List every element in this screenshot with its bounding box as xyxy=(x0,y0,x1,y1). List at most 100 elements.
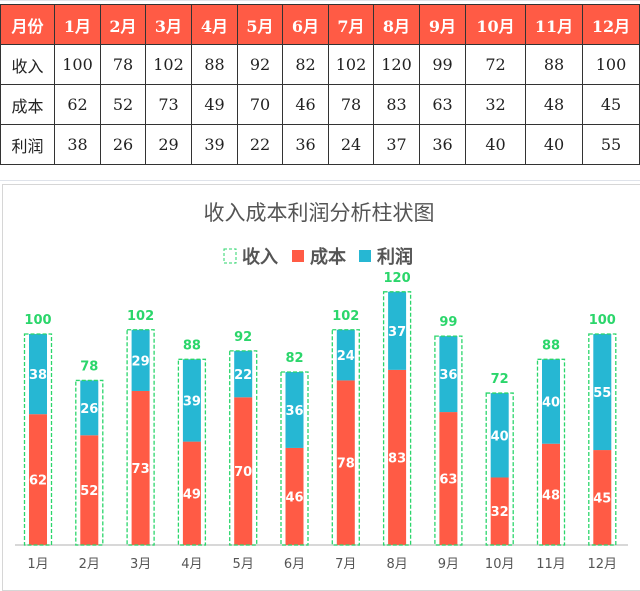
table-cell[interactable]: 63 xyxy=(419,84,466,125)
bar-revenue[interactable] xyxy=(75,379,104,546)
bar-revenue[interactable] xyxy=(382,291,412,546)
table-cell[interactable]: 37 xyxy=(373,124,420,165)
bar-revenue[interactable] xyxy=(331,329,360,546)
bar-cost[interactable] xyxy=(439,412,458,545)
bar-profit[interactable] xyxy=(439,336,458,413)
bar-cost[interactable] xyxy=(285,447,304,545)
data-label-profit: 39 xyxy=(183,394,201,409)
x-tick-label: 6月 xyxy=(284,557,305,572)
bar-profit[interactable] xyxy=(542,359,560,444)
table-cell[interactable]: 102 xyxy=(328,44,374,85)
table-cell[interactable]: 40 xyxy=(525,124,583,165)
table-cell[interactable]: 100 xyxy=(582,44,640,85)
header-cell-month[interactable]: 月份 xyxy=(0,4,55,45)
bar-cost[interactable] xyxy=(336,380,355,545)
bar-cost[interactable] xyxy=(131,390,150,545)
bar-revenue[interactable] xyxy=(177,358,207,546)
row-label[interactable]: 收入 xyxy=(0,44,55,85)
data-label-revenue: 100 xyxy=(589,313,616,328)
table-cell[interactable]: 92 xyxy=(237,44,283,85)
table-cell[interactable]: 40 xyxy=(465,124,526,165)
table-cell[interactable]: 48 xyxy=(525,84,583,125)
bar-cost[interactable] xyxy=(490,477,509,545)
bar-profit[interactable] xyxy=(490,393,509,478)
bar-cost[interactable] xyxy=(80,435,99,545)
table-cell[interactable]: 45 xyxy=(582,84,640,125)
bar-profit[interactable] xyxy=(336,329,355,381)
table-cell[interactable]: 38 xyxy=(54,124,101,165)
bar-revenue[interactable] xyxy=(434,335,463,546)
row-label[interactable]: 成本 xyxy=(0,84,55,125)
table-cell[interactable]: 83 xyxy=(373,84,420,125)
data-label-profit: 40 xyxy=(491,429,509,444)
bar-revenue[interactable] xyxy=(588,333,617,546)
table-cell[interactable]: 62 xyxy=(54,84,101,125)
data-label-profit: 38 xyxy=(29,368,47,383)
bar-cost[interactable] xyxy=(388,369,407,545)
data-label-profit: 55 xyxy=(593,386,611,401)
table-cell[interactable]: 99 xyxy=(419,44,466,85)
table-cell[interactable]: 78 xyxy=(328,84,374,125)
bar-cost[interactable] xyxy=(593,450,612,545)
chart-title: 收入成本利润分析柱状图 xyxy=(204,201,435,225)
table-cell[interactable]: 36 xyxy=(282,124,329,165)
table-cell[interactable]: 55 xyxy=(582,124,640,165)
header-cell-5[interactable]: 5月 xyxy=(237,4,283,45)
table-cell[interactable]: 29 xyxy=(145,124,192,165)
table-cell[interactable]: 73 xyxy=(145,84,192,125)
bar-cost[interactable] xyxy=(234,397,253,545)
bar-profit[interactable] xyxy=(285,371,304,448)
header-cell-7[interactable]: 7月 xyxy=(328,4,374,45)
chart-area[interactable]: 收入成本利润分析柱状图 收入 成本 利润 62 38 100 1月 52 26 78 2月 73… xyxy=(2,184,640,591)
table-cell[interactable]: 88 xyxy=(525,44,583,85)
table-cell[interactable]: 22 xyxy=(237,124,283,165)
table-cell[interactable]: 24 xyxy=(328,124,374,165)
table-cell[interactable]: 36 xyxy=(419,124,466,165)
bar-revenue[interactable] xyxy=(126,329,155,546)
bar-cost[interactable] xyxy=(182,441,201,545)
bar-profit[interactable] xyxy=(182,359,201,442)
bar-cost[interactable] xyxy=(29,414,47,545)
table-cell[interactable]: 39 xyxy=(191,124,238,165)
table-cell[interactable]: 102 xyxy=(145,44,192,85)
bar-revenue[interactable] xyxy=(229,350,258,546)
bar-revenue[interactable] xyxy=(280,371,309,546)
row-label[interactable]: 利润 xyxy=(0,124,55,165)
bar-profit[interactable] xyxy=(80,380,99,436)
x-tick-label: 1月 xyxy=(27,557,48,572)
bar-revenue[interactable] xyxy=(23,333,53,546)
header-cell-11[interactable]: 11月 xyxy=(525,4,583,45)
table-cell[interactable]: 100 xyxy=(54,44,101,85)
table-cell[interactable]: 49 xyxy=(191,84,238,125)
header-cell-3[interactable]: 3月 xyxy=(145,4,192,45)
bar-revenue[interactable] xyxy=(485,392,514,546)
bar-profit[interactable] xyxy=(131,329,150,391)
header-cell-9[interactable]: 9月 xyxy=(419,4,466,45)
header-cell-2[interactable]: 2月 xyxy=(100,4,146,45)
bar-profit[interactable] xyxy=(234,350,253,398)
header-cell-10[interactable]: 10月 xyxy=(465,4,526,45)
header-cell-1[interactable]: 1月 xyxy=(54,4,101,45)
bar-cost[interactable] xyxy=(542,443,560,545)
header-cell-4[interactable]: 4月 xyxy=(191,4,238,45)
header-cell-8[interactable]: 8月 xyxy=(373,4,420,45)
bar-profit[interactable] xyxy=(388,291,407,370)
table-cell[interactable]: 70 xyxy=(237,84,283,125)
table-cell[interactable]: 82 xyxy=(282,44,329,85)
table-cell[interactable]: 88 xyxy=(191,44,238,85)
header-cell-6[interactable]: 6月 xyxy=(282,4,329,45)
table-cell[interactable]: 32 xyxy=(465,84,526,125)
table-cell[interactable]: 52 xyxy=(100,84,146,125)
table-cell[interactable]: 78 xyxy=(100,44,146,85)
table-cell[interactable]: 26 xyxy=(100,124,146,165)
table-cell[interactable]: 72 xyxy=(465,44,526,85)
header-cell-12[interactable]: 12月 xyxy=(582,4,640,45)
bar-revenue[interactable] xyxy=(536,358,566,546)
data-label-profit: 36 xyxy=(439,368,457,383)
data-label-revenue: 120 xyxy=(384,271,411,286)
bar-profit[interactable] xyxy=(29,334,47,415)
legend-swatch-profit xyxy=(359,250,371,262)
bar-profit[interactable] xyxy=(593,334,612,451)
table-cell[interactable]: 46 xyxy=(282,84,329,125)
table-cell[interactable]: 120 xyxy=(373,44,420,85)
